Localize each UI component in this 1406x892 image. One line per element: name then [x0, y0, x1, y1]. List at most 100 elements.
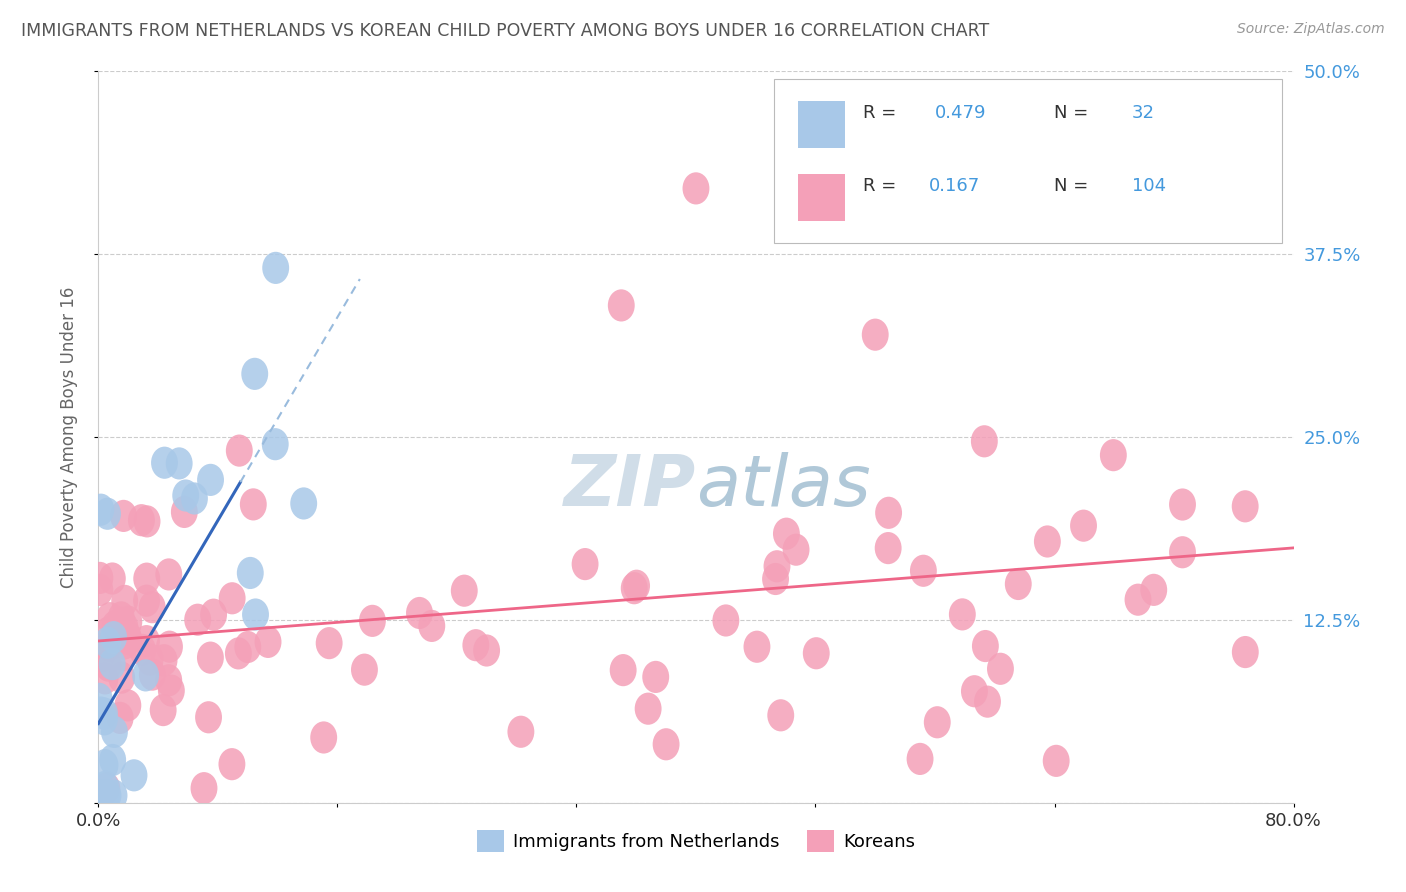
Ellipse shape	[150, 644, 177, 676]
Ellipse shape	[1005, 568, 1032, 600]
Ellipse shape	[924, 706, 950, 739]
Ellipse shape	[773, 517, 800, 549]
Bar	[797, 174, 845, 221]
Ellipse shape	[191, 772, 218, 805]
Ellipse shape	[87, 493, 114, 525]
Ellipse shape	[166, 447, 193, 480]
Ellipse shape	[98, 648, 125, 681]
Ellipse shape	[94, 626, 121, 659]
Ellipse shape	[134, 584, 160, 616]
Ellipse shape	[94, 498, 121, 530]
Legend: Immigrants from Netherlands, Koreans: Immigrants from Netherlands, Koreans	[470, 823, 922, 860]
Text: IMMIGRANTS FROM NETHERLANDS VS KOREAN CHILD POVERTY AMONG BOYS UNDER 16 CORRELAT: IMMIGRANTS FROM NETHERLANDS VS KOREAN CH…	[21, 22, 990, 40]
Ellipse shape	[150, 447, 179, 479]
Ellipse shape	[114, 619, 141, 652]
Ellipse shape	[100, 621, 127, 653]
Ellipse shape	[875, 532, 901, 565]
Ellipse shape	[1140, 574, 1167, 606]
Ellipse shape	[451, 574, 478, 607]
Ellipse shape	[242, 358, 269, 390]
Ellipse shape	[101, 780, 128, 812]
Ellipse shape	[643, 661, 669, 693]
Ellipse shape	[93, 780, 120, 812]
Ellipse shape	[1232, 636, 1258, 668]
Ellipse shape	[87, 640, 114, 673]
Ellipse shape	[134, 625, 160, 657]
Ellipse shape	[89, 780, 115, 812]
Text: ZIP: ZIP	[564, 451, 696, 521]
Ellipse shape	[111, 627, 138, 659]
Ellipse shape	[972, 425, 998, 458]
Text: 0.479: 0.479	[935, 104, 987, 122]
Ellipse shape	[157, 674, 184, 706]
Ellipse shape	[134, 563, 160, 595]
Ellipse shape	[139, 591, 166, 624]
Ellipse shape	[197, 464, 224, 496]
Ellipse shape	[1033, 525, 1060, 558]
Ellipse shape	[1125, 583, 1152, 615]
Ellipse shape	[91, 703, 118, 736]
Ellipse shape	[121, 759, 148, 791]
Ellipse shape	[89, 780, 115, 812]
Ellipse shape	[115, 606, 142, 638]
Ellipse shape	[91, 771, 118, 803]
Ellipse shape	[763, 550, 790, 582]
Ellipse shape	[184, 604, 211, 636]
Ellipse shape	[111, 585, 138, 617]
Ellipse shape	[93, 772, 121, 805]
Ellipse shape	[91, 749, 118, 781]
Bar	[797, 101, 845, 148]
Ellipse shape	[406, 597, 433, 629]
Ellipse shape	[744, 631, 770, 663]
Ellipse shape	[114, 690, 141, 722]
Ellipse shape	[108, 662, 135, 694]
Ellipse shape	[713, 605, 740, 637]
Ellipse shape	[634, 692, 662, 725]
Ellipse shape	[129, 634, 156, 666]
Ellipse shape	[1043, 745, 1070, 777]
Ellipse shape	[200, 599, 226, 631]
Ellipse shape	[316, 627, 343, 659]
Ellipse shape	[1099, 439, 1126, 471]
Ellipse shape	[235, 631, 262, 663]
Ellipse shape	[156, 631, 183, 663]
Ellipse shape	[225, 637, 252, 670]
Ellipse shape	[90, 780, 117, 812]
Ellipse shape	[94, 649, 122, 681]
Ellipse shape	[91, 662, 118, 695]
Ellipse shape	[949, 599, 976, 631]
Ellipse shape	[987, 653, 1014, 685]
Ellipse shape	[195, 701, 222, 733]
Ellipse shape	[100, 744, 127, 776]
Ellipse shape	[359, 605, 385, 637]
Ellipse shape	[134, 505, 160, 538]
Ellipse shape	[172, 496, 198, 528]
Ellipse shape	[907, 743, 934, 775]
Ellipse shape	[96, 630, 122, 662]
Ellipse shape	[419, 610, 446, 642]
Ellipse shape	[240, 488, 267, 521]
Ellipse shape	[132, 659, 159, 691]
Ellipse shape	[197, 641, 224, 673]
Ellipse shape	[768, 699, 794, 731]
Text: atlas: atlas	[696, 451, 870, 521]
Ellipse shape	[682, 172, 710, 204]
Ellipse shape	[107, 702, 134, 734]
Ellipse shape	[110, 639, 136, 671]
Ellipse shape	[86, 682, 112, 714]
Ellipse shape	[155, 665, 183, 697]
Text: 0.167: 0.167	[929, 178, 980, 195]
Ellipse shape	[105, 618, 132, 650]
Y-axis label: Child Poverty Among Boys Under 16: Child Poverty Among Boys Under 16	[60, 286, 79, 588]
Ellipse shape	[972, 630, 998, 662]
Text: 32: 32	[1132, 104, 1156, 122]
Ellipse shape	[960, 675, 988, 707]
Ellipse shape	[621, 572, 648, 604]
Ellipse shape	[875, 497, 903, 529]
Ellipse shape	[94, 780, 121, 812]
Ellipse shape	[1168, 489, 1197, 521]
Ellipse shape	[226, 434, 253, 467]
Ellipse shape	[262, 428, 288, 460]
Text: R =: R =	[863, 104, 903, 122]
Ellipse shape	[1168, 536, 1197, 568]
